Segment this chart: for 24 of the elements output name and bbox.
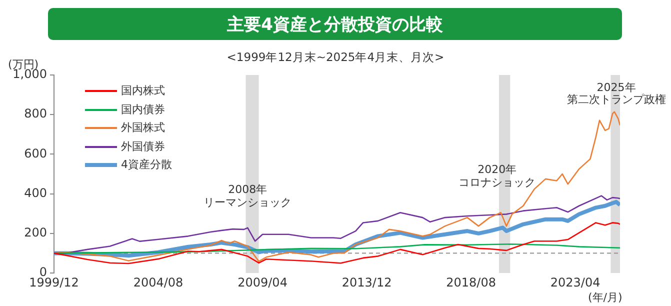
y-tick-label: 800 (24, 106, 47, 121)
x-tick-label: 2004/08 (133, 275, 184, 290)
y-tick-label: 200 (24, 226, 47, 240)
legend-label: 4資産分散 (121, 157, 172, 173)
x-tick-label: 2013/12 (342, 275, 392, 290)
x-axis-title: (年/月) (588, 290, 622, 305)
legend-label: 国内債券 (121, 102, 165, 118)
annotation: リーマンショック (204, 196, 292, 209)
annotation: 第二次トランプ政権 (566, 92, 666, 106)
x-tick-label: 2009/04 (238, 275, 288, 290)
annotation: 2020年 (478, 162, 517, 176)
legend-label: 外国株式 (121, 120, 165, 136)
annotation: 2025年 (596, 80, 636, 94)
legend-label: 国内株式 (121, 83, 165, 99)
chart-title: 主要4資産と分散投資の比較 (48, 8, 622, 40)
x-tick-label: 2018/08 (446, 275, 496, 290)
y-tick-label: 600 (24, 146, 47, 160)
x-tick-label: 1999/12 (29, 275, 79, 290)
legend-label: 外国債券 (121, 138, 165, 154)
y-tick-label: 400 (24, 186, 47, 200)
x-tick-label: 2023/04 (550, 275, 600, 290)
annotation: 2008年 (228, 182, 268, 196)
annotation: コロナショック (458, 176, 536, 189)
chart-subtitle: <1999年12月末~2025年4月末、月次> (226, 50, 444, 64)
